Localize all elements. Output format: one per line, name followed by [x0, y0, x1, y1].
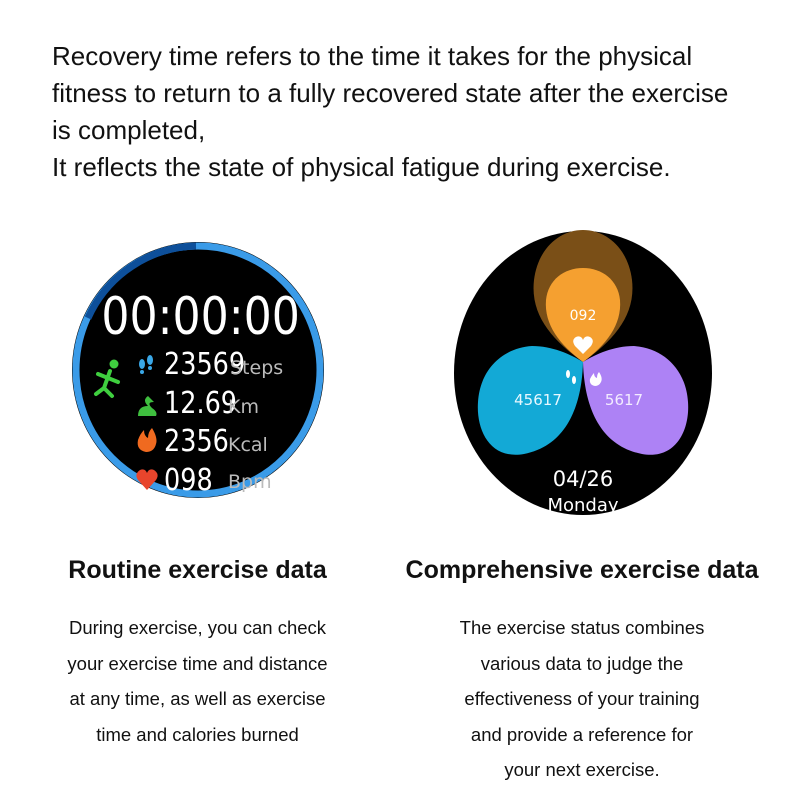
steps-value: 45617: [514, 391, 562, 409]
body-line: and provide a reference for: [470, 723, 694, 745]
distance-unit: Km: [228, 396, 259, 418]
body-line: time and calories burned: [96, 723, 299, 745]
heart-rate-petal: [545, 268, 621, 362]
section-body-routine: During exercise, you can check your exer…: [0, 610, 395, 752]
body-line: The exercise status combines: [459, 617, 705, 638]
flame-icon: [589, 372, 602, 386]
footsteps-icon: [566, 370, 576, 384]
intro-line: fitness to return to a fully recovered s…: [52, 78, 729, 108]
body-line: your next exercise.: [504, 759, 660, 780]
heart-pulse-icon: [136, 469, 158, 490]
weekday: Monday: [547, 495, 618, 516]
steps-petal: [477, 346, 583, 455]
heart-rate-value: 098: [164, 462, 213, 498]
heart-rate-unit: Bpm: [228, 471, 272, 493]
body-line: your exercise time and distance: [67, 652, 328, 674]
routine-watch-face: 00:00:00 23569 Steps 12.69 Km 2356 Kcal …: [72, 242, 324, 498]
calories-value: 2356: [164, 423, 229, 459]
heart-pulse-icon: [573, 336, 593, 354]
progress-ring: [72, 242, 324, 498]
intro-paragraph: Recovery time refers to the time it take…: [52, 38, 792, 186]
date: 04/26: [553, 467, 614, 491]
body-line: effectiveness of your training: [464, 688, 700, 709]
steps-value: 23569: [164, 346, 245, 382]
steps-unit: Steps: [230, 357, 283, 379]
intro-line: Recovery time refers to the time it take…: [52, 41, 693, 71]
section-title-comprehensive: Comprehensive exercise data: [405, 556, 759, 584]
flame-icon: [137, 428, 157, 452]
calories-value: 5617: [605, 391, 643, 409]
progress-ring-dark: [84, 242, 197, 320]
body-line: During exercise, you can check: [68, 617, 327, 638]
intro-line: It reflects the state of physical fatigu…: [52, 152, 671, 182]
runner-icon: [94, 359, 120, 398]
watch-face-bg: [72, 242, 324, 498]
footsteps-icon: [139, 355, 153, 374]
calories-petal: [583, 346, 689, 455]
body-line: various data to judge the: [480, 652, 684, 674]
route-icon: [138, 396, 157, 416]
section-body-comprehensive: The exercise status combines various dat…: [382, 610, 782, 788]
distance-value: 12.69: [164, 385, 237, 421]
body-line: at any time, as well as exercise: [69, 688, 326, 709]
section-title-routine: Routine exercise data: [68, 556, 327, 584]
timer: 00:00:00: [101, 287, 299, 347]
calories-unit: Kcal: [228, 434, 268, 456]
comprehensive-watch-face: 092 45617 5617 04/26 Monday: [454, 230, 712, 516]
heart-rate-value: 092: [570, 308, 597, 324]
intro-line: is completed,: [52, 115, 206, 145]
